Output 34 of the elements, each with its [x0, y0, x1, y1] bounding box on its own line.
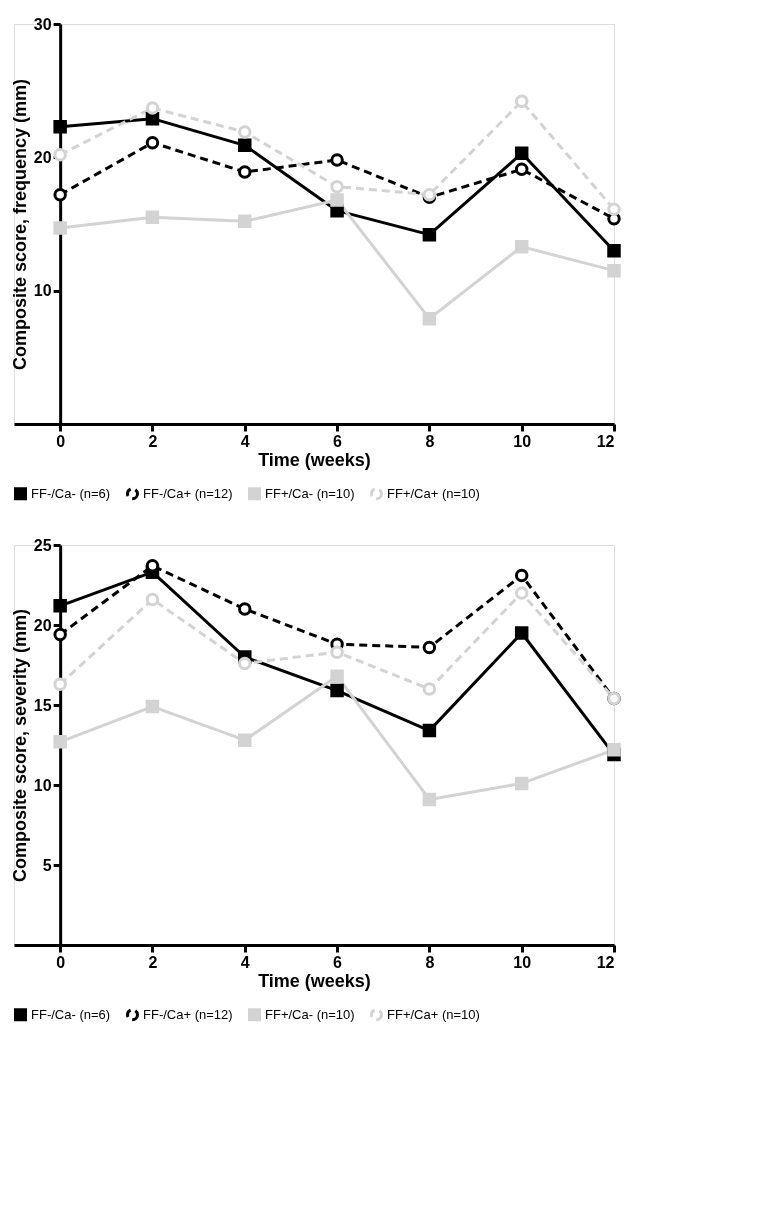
x-tick-label: 0	[56, 953, 66, 971]
legend-label: FF+/Ca- (n=10)	[265, 485, 355, 501]
y-tick-label: 20	[33, 616, 52, 634]
y-tick-label: 30	[33, 15, 52, 33]
y-tick-label: 10	[33, 282, 52, 300]
x-axis-title: Time (weeks)	[258, 449, 371, 470]
x-tick-label: 4	[240, 432, 250, 450]
y-axis-title: Composite score, frequency (mm)	[9, 78, 30, 371]
legend-label: FF+/Ca+ (n=10)	[387, 1006, 480, 1022]
x-axis-title: Time (weeks)	[258, 970, 371, 991]
y-tick-label: 25	[33, 536, 52, 554]
legend-label: FF-/Ca- (n=6)	[31, 485, 111, 501]
x-tick-label: 6	[333, 432, 343, 450]
x-tick-label: 2	[148, 432, 158, 450]
x-tick-label: 6	[333, 953, 343, 971]
legend-label: FF-/Ca+ (n=12)	[143, 485, 233, 501]
x-tick-label: 12	[596, 432, 615, 450]
y-tick-label: 5	[42, 856, 52, 874]
legend-label: FF+/Ca- (n=10)	[265, 1006, 355, 1022]
legend-label: FF-/Ca- (n=6)	[31, 1006, 111, 1022]
legend-label: FF+/Ca+ (n=10)	[387, 485, 480, 501]
x-tick-label: 0	[56, 432, 66, 450]
x-tick-label: 2	[148, 953, 158, 971]
y-tick-label: 10	[33, 776, 52, 794]
x-tick-label: 8	[425, 953, 435, 971]
y-tick-label: 20	[33, 148, 52, 166]
x-tick-label: 10	[513, 432, 532, 450]
x-tick-label: 10	[513, 953, 532, 971]
x-tick-label: 4	[240, 953, 250, 971]
y-axis-title: Composite score, severity (mm)	[9, 608, 30, 883]
x-tick-label: 8	[425, 432, 435, 450]
y-tick-label: 15	[33, 696, 52, 714]
x-tick-label: 12	[596, 953, 615, 971]
legend-label: FF-/Ca+ (n=12)	[143, 1006, 233, 1022]
